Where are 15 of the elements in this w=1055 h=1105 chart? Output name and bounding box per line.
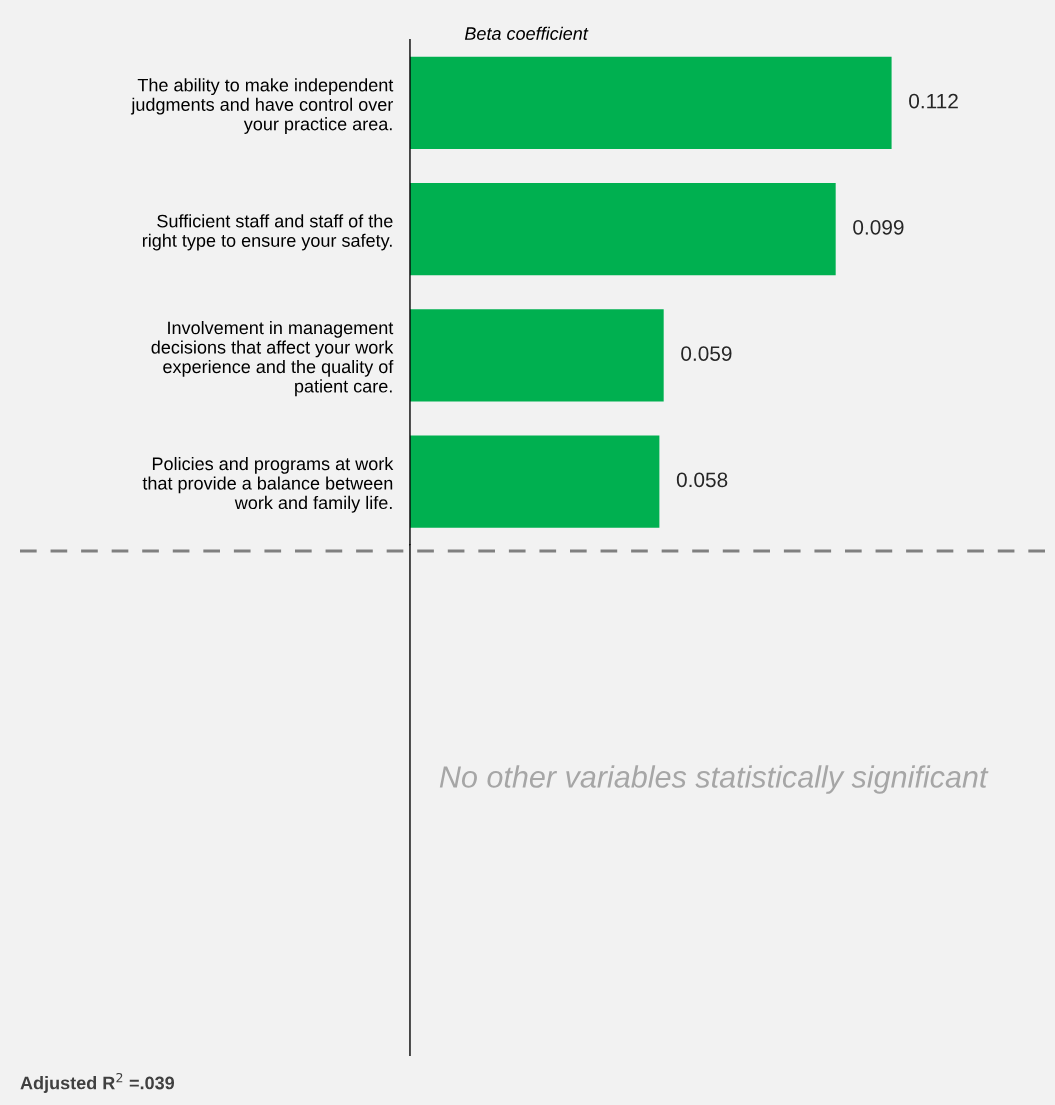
data-label: 0.058	[676, 472, 728, 488]
y-tick-label: Policies and programs at work that provide a balance between work and family life.	[142, 456, 394, 513]
bar	[409, 435, 660, 528]
bar	[409, 56, 892, 149]
data-label: 0.112	[909, 93, 958, 109]
y-tick-label: The ability to make independent judgments and have control over your practice area.	[130, 78, 394, 134]
text: Adjusted R$^{2}$ =.039	[20, 1072, 175, 1093]
data-label: 0.059	[681, 346, 732, 361]
data-label: 0.099	[853, 219, 904, 235]
bar	[409, 309, 664, 402]
x-axis-title: Beta coefficient	[464, 26, 589, 40]
y-tick-label: Involvement in management decisions that affect your work experience and the quality of patient care.	[151, 320, 394, 397]
y-tick-label: Sufficient staff and staff of the right type to ensure your safety.	[142, 214, 393, 251]
bar	[409, 183, 836, 276]
text: No other variables statistically significant	[439, 765, 989, 794]
